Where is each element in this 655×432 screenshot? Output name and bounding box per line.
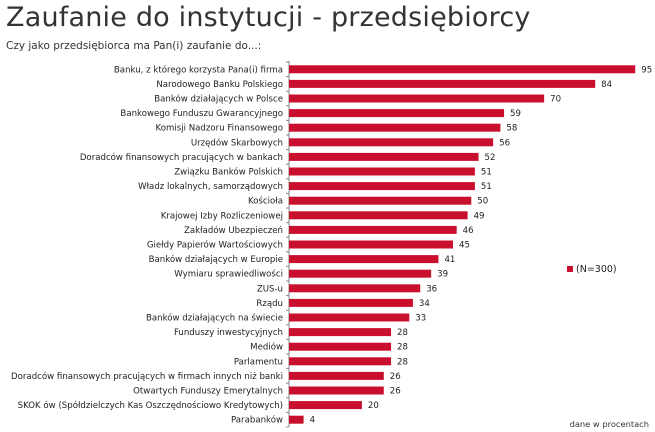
category-label: Funduszy inwestycyjnych xyxy=(174,328,283,338)
category-label: Otwartych Funduszy Emerytalnych xyxy=(133,387,283,397)
bar xyxy=(289,401,362,410)
value-label: 20 xyxy=(368,401,379,411)
value-label: 28 xyxy=(397,343,408,353)
value-label: 45 xyxy=(459,241,470,251)
value-label: 39 xyxy=(437,270,448,280)
bar xyxy=(289,167,475,176)
category-label: ZUS-u xyxy=(257,284,283,294)
category-label: Związku Banków Polskich xyxy=(174,167,283,178)
bar xyxy=(289,357,392,366)
category-label: Mediów xyxy=(250,342,283,353)
value-label: 28 xyxy=(397,357,408,367)
category-label: Banków działających w Polsce xyxy=(154,94,283,105)
value-label: 36 xyxy=(426,284,437,294)
bar xyxy=(289,269,432,278)
bar xyxy=(289,342,392,351)
category-label: Doradców finansowych pracujących w banka… xyxy=(80,152,283,163)
value-label: 49 xyxy=(474,211,485,221)
value-label: 26 xyxy=(390,372,401,382)
category-label: Banków działających na świecie xyxy=(146,313,283,324)
bar xyxy=(289,298,413,307)
value-label: 84 xyxy=(601,80,612,90)
bar xyxy=(289,138,494,147)
value-label: 41 xyxy=(444,255,455,265)
value-label: 50 xyxy=(477,197,488,207)
bar xyxy=(289,94,545,103)
bar xyxy=(289,328,392,337)
legend-label: (N=300) xyxy=(576,264,617,275)
bar xyxy=(289,313,410,322)
bar xyxy=(289,65,636,74)
value-label: 33 xyxy=(415,314,426,324)
bar xyxy=(289,79,596,88)
category-label: Kościoła xyxy=(248,196,283,207)
category-label: Wymiaru sprawiedliwości xyxy=(174,269,283,280)
category-label: Banku, z którego korzysta Pana(i) firma xyxy=(114,64,283,75)
bar xyxy=(289,182,475,191)
category-label: Banków działających w Europie xyxy=(149,254,283,265)
value-label: 34 xyxy=(419,299,430,309)
category-label: Doradców finansowych pracujących w firma… xyxy=(11,371,283,382)
category-label: Władz lokalnych, samorządowych xyxy=(138,182,283,192)
bar xyxy=(289,225,457,234)
category-label: Zakładów Ubezpieczeń xyxy=(184,225,283,236)
value-label: 95 xyxy=(641,65,652,75)
value-label: 51 xyxy=(481,168,492,178)
category-label: Krajowej Izby Rozliczeniowej xyxy=(161,211,283,221)
category-label: Rządu xyxy=(256,299,283,309)
value-label: 46 xyxy=(463,226,474,236)
value-label: 70 xyxy=(550,95,561,105)
value-label: 28 xyxy=(397,328,408,338)
value-label: 59 xyxy=(510,109,521,119)
bar xyxy=(289,386,384,395)
bar xyxy=(289,123,501,132)
value-label: 52 xyxy=(485,153,496,163)
value-label: 58 xyxy=(506,124,517,134)
category-label: Parlamentu xyxy=(234,357,283,367)
value-label: 4 xyxy=(310,416,315,426)
units-note: dane w procentach xyxy=(569,419,649,429)
value-label: 56 xyxy=(499,138,510,148)
category-label: Urzędów Skarbowych xyxy=(191,137,283,148)
value-label: 51 xyxy=(481,182,492,192)
page-title: Zaufanie do instytucji - przedsiębiorcy xyxy=(6,2,531,33)
category-label: SKOK ów (Spółdzielczych Kas Oszczędności… xyxy=(18,400,283,411)
bar xyxy=(289,109,505,118)
bar xyxy=(289,196,472,205)
category-label: Giełdy Papierów Wartościowych xyxy=(147,240,283,251)
bar xyxy=(289,152,479,161)
category-label: Bankowego Funduszu Gwarancyjnego xyxy=(120,109,283,119)
bar xyxy=(289,284,421,293)
bar xyxy=(289,211,468,220)
bar xyxy=(289,415,304,424)
legend-swatch xyxy=(567,266,573,272)
bar xyxy=(289,240,454,249)
bar xyxy=(289,255,439,264)
bar xyxy=(289,371,384,380)
category-label: Parabanków xyxy=(231,415,283,426)
value-label: 26 xyxy=(390,387,401,397)
category-label: Komisji Nadzoru Finansowego xyxy=(156,124,283,134)
category-label: Narodowego Banku Polskiego xyxy=(156,80,283,90)
chart-question: Czy jako przedsiębiorca ma Pan(i) zaufan… xyxy=(6,40,262,52)
